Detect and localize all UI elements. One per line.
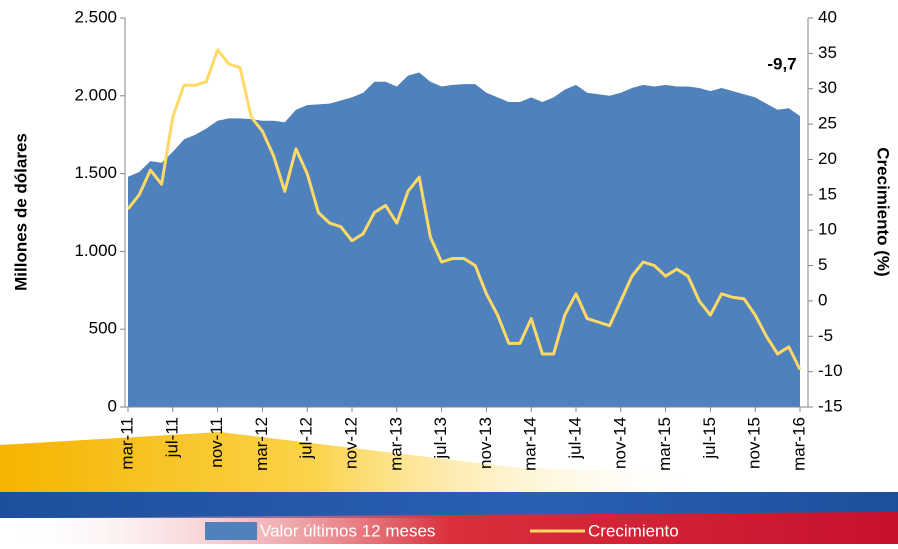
- x-tick-label: mar-14: [521, 417, 540, 471]
- y2-axis-title: Crecimiento (%): [874, 147, 893, 276]
- y2-tick-label: 30: [818, 78, 837, 97]
- y2-tick-label: 35: [818, 43, 837, 62]
- y-tick-label: 2.000: [74, 85, 117, 104]
- y-tick-label: 500: [89, 319, 117, 338]
- x-tick-label: nov-14: [610, 417, 629, 469]
- x-tick-label: mar-12: [252, 417, 271, 471]
- y-axis-title: Millones de dólares: [11, 133, 30, 291]
- x-tick-label: jul-11: [162, 417, 181, 458]
- y-tick-label: 0: [108, 396, 117, 415]
- x-tick-label: jul-13: [431, 417, 450, 460]
- y2-tick-label: 25: [818, 114, 837, 133]
- x-tick-label: nov-13: [476, 417, 495, 469]
- x-tick-label: jul-15: [700, 417, 719, 460]
- y2-tick-label: -15: [818, 396, 843, 415]
- x-tick-label: nov-15: [745, 417, 764, 469]
- value-label: -9,7: [767, 54, 796, 73]
- x-tick-label: mar-13: [386, 417, 405, 471]
- y2-tick-label: 15: [818, 184, 837, 203]
- x-tick-label: jul-12: [297, 417, 316, 460]
- x-tick-label: mar-11: [117, 417, 136, 470]
- y-tick-label: 1.000: [74, 241, 117, 260]
- y2-tick-label: 5: [818, 255, 827, 274]
- legend-label: Valor últimos 12 meses: [260, 521, 435, 540]
- area: [128, 72, 800, 408]
- y2-tick-label: -5: [818, 326, 833, 345]
- y2-tick-label: 40: [818, 7, 837, 26]
- x-tick-label: nov-12: [341, 417, 360, 469]
- x-tick-label: mar-16: [789, 417, 808, 471]
- x-tick-label: jul-14: [565, 417, 584, 460]
- plot: -9,7 0 500 1.000 1.500 2.000 2.500 -15 -10 -5 0 5 10…: [74, 7, 842, 470]
- x-tick-label: mar-15: [655, 417, 674, 471]
- y-tick-label: 2.500: [74, 7, 117, 26]
- y-tick-label: 1.500: [74, 163, 117, 182]
- y2-tick-label: 10: [818, 220, 837, 239]
- legend-swatch: [205, 522, 257, 540]
- y2-tick-label: 0: [818, 290, 827, 309]
- y2-tick-label: -10: [818, 361, 843, 380]
- line: [126, 48, 802, 371]
- legend-label: Crecimiento: [588, 521, 679, 540]
- y2-tick-label: 20: [818, 149, 837, 168]
- x-tick-label: nov-11: [207, 417, 226, 468]
